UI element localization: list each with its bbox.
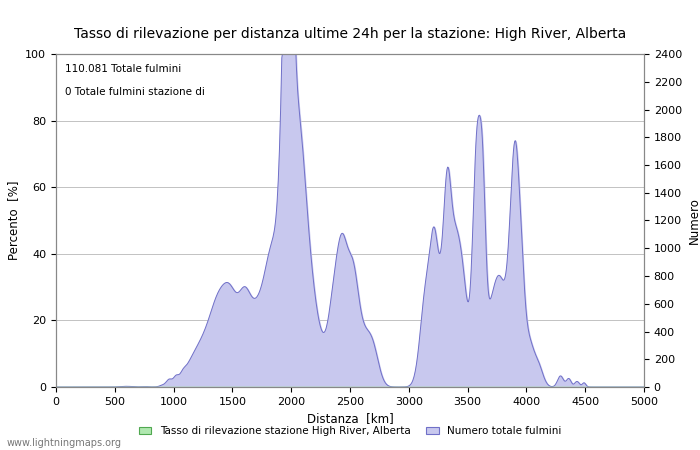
Text: www.lightningmaps.org: www.lightningmaps.org (7, 438, 122, 448)
Text: 110.081 Totale fulmini: 110.081 Totale fulmini (65, 64, 181, 74)
Legend: Tasso di rilevazione stazione High River, Alberta, Numero totale fulmini: Tasso di rilevazione stazione High River… (134, 422, 566, 440)
Y-axis label: Percento  [%]: Percento [%] (7, 181, 20, 260)
Text: 0 Totale fulmini stazione di: 0 Totale fulmini stazione di (65, 87, 204, 97)
Y-axis label: Numero: Numero (687, 197, 700, 244)
X-axis label: Distanza  [km]: Distanza [km] (307, 412, 393, 425)
Text: Tasso di rilevazione per distanza ultime 24h per la stazione: High River, Albert: Tasso di rilevazione per distanza ultime… (74, 27, 626, 41)
